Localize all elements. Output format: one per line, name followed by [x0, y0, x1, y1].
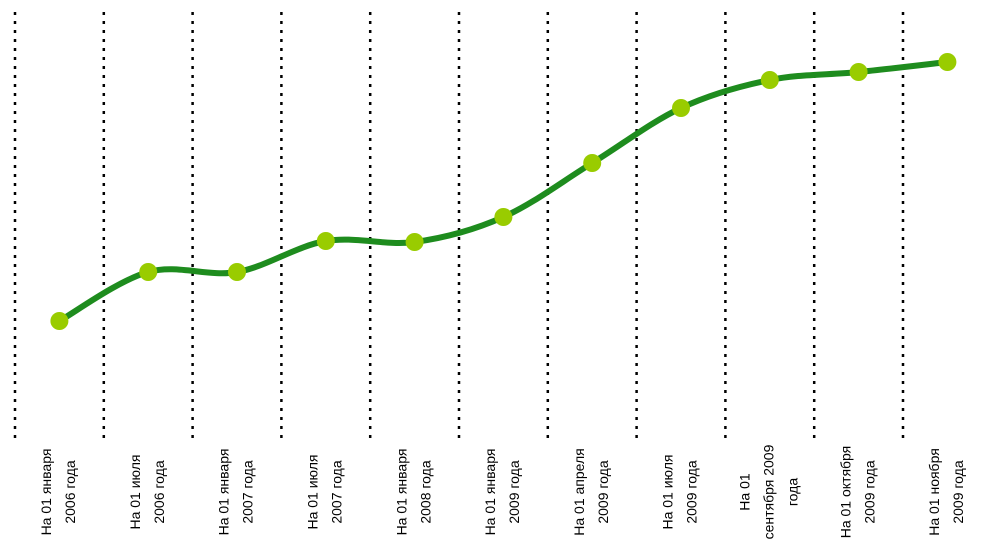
x-tick-label: На 01 января	[482, 449, 498, 536]
x-tick-label: На 01 июля	[660, 454, 676, 529]
x-tick-label: 2006 года	[62, 460, 78, 523]
x-tick-label: На 01 октября	[837, 446, 853, 539]
x-tick-label: 2007 года	[329, 460, 345, 523]
x-tick-label: 2008 года	[417, 460, 433, 523]
x-tick-label: 2006 года	[151, 460, 167, 523]
point	[583, 154, 602, 172]
x-tick-label: На 01 июля	[127, 454, 143, 529]
x-tick-label: 2009 года	[595, 460, 611, 523]
x-tick-label: На 01 января	[393, 449, 409, 536]
point	[760, 71, 779, 89]
point	[849, 63, 868, 81]
x-tick-label: На 01 июля	[305, 454, 321, 529]
point	[672, 99, 690, 117]
x-tick-label: На 01 января	[38, 449, 54, 536]
point	[316, 232, 335, 250]
x-tick-label: 2007 года	[240, 460, 256, 523]
x-tick-label: года	[785, 478, 801, 506]
x-tick-label: 2009 года	[861, 460, 877, 523]
x-tick-label: На 01	[737, 473, 753, 511]
point	[139, 263, 158, 281]
x-tick-label: 2009 года	[506, 460, 522, 523]
x-tick-label: 2009 года	[950, 460, 966, 523]
point	[938, 53, 957, 71]
x-tick-label: На 01 ноября	[926, 448, 942, 536]
x-tick-label: На 01 января	[216, 449, 232, 536]
x-tick-label: 2009 года	[684, 460, 700, 523]
point	[228, 263, 246, 281]
x-tick-label: На 01 апреля	[571, 448, 587, 535]
x-tick-label: сентября 2009	[761, 444, 777, 539]
point	[494, 208, 513, 226]
point	[50, 312, 69, 330]
point	[405, 233, 424, 251]
